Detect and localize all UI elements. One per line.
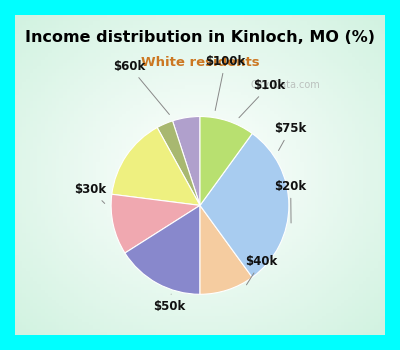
- Text: $20k: $20k: [275, 180, 307, 223]
- Wedge shape: [200, 205, 252, 294]
- Wedge shape: [111, 194, 200, 253]
- Wedge shape: [125, 205, 200, 294]
- Wedge shape: [112, 127, 200, 205]
- Text: $50k: $50k: [153, 294, 186, 313]
- Text: $100k: $100k: [205, 55, 246, 111]
- Wedge shape: [172, 117, 200, 205]
- Text: $60k: $60k: [113, 60, 169, 114]
- Wedge shape: [157, 121, 200, 205]
- Text: $75k: $75k: [274, 122, 307, 150]
- Text: Income distribution in Kinloch, MO (%): Income distribution in Kinloch, MO (%): [25, 30, 375, 45]
- Wedge shape: [200, 133, 289, 277]
- Text: $40k: $40k: [245, 255, 278, 285]
- Text: $10k: $10k: [239, 79, 285, 118]
- Text: City-Data.com: City-Data.com: [250, 80, 320, 90]
- Text: White residents: White residents: [141, 56, 259, 70]
- Text: $30k: $30k: [75, 183, 107, 203]
- Wedge shape: [200, 117, 252, 205]
